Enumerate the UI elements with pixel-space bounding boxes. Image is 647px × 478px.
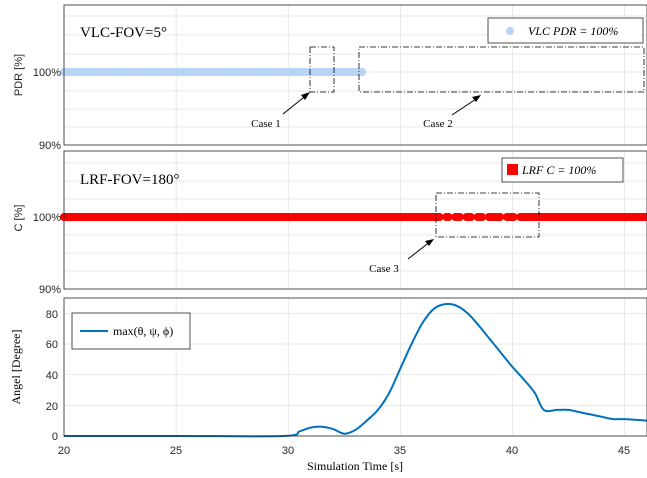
case-2-arrowhead: [472, 95, 481, 102]
legend-label-lrf: LRF C = 100%: [521, 163, 596, 177]
lrf-marks: [60, 213, 647, 221]
case-3-arrowhead: [425, 239, 434, 246]
vlc-marks: [60, 68, 367, 76]
annotation-lrf-fov: LRF-FOV=180°: [80, 172, 179, 188]
panel-lrf: C [%] 100% 90% LRF-FOV=180° LRF C = 100%…: [13, 150, 647, 296]
y-axis-label-bottom: Angel [Degree]: [9, 330, 23, 405]
x-axis-label: Simulation Time [s]: [307, 459, 403, 473]
axes-box-top: [63, 4, 647, 146]
legend-middle: [501, 157, 624, 183]
x-tick-label-35: 35: [394, 445, 406, 457]
annotation-vlc-fov: VLC-FOV=5°: [80, 25, 167, 41]
case-3-box: [435, 192, 540, 238]
lrf-point: [466, 213, 475, 221]
case-1-label: Case 1: [251, 118, 281, 130]
y-tick-label-top-90: 90%: [39, 140, 61, 152]
lrf-point: [478, 213, 487, 221]
legend-marker-vlc: [506, 27, 514, 35]
x-tick-label-25: 25: [170, 445, 182, 457]
case-1-arrowhead: [301, 92, 310, 100]
y-axis-label-top: PDR [%]: [13, 54, 25, 96]
lrf-point: [444, 213, 453, 221]
axes-box-bottom: [63, 297, 647, 437]
legend-label-angle: max(θ, ψ, ϕ): [113, 324, 173, 338]
legend-label-vlc: VLC PDR = 100%: [528, 24, 618, 38]
case-1-box: [309, 46, 335, 93]
axes-box-middle: [63, 150, 647, 290]
y-tick-label-0: 0: [52, 431, 58, 443]
y-tick-label-80: 80: [46, 309, 58, 321]
panel-vlc: PDR [%] 100% 90% VLC-FOV=5° VLC PDR = 10…: [13, 4, 647, 152]
y-tick-label-mid-100: 100%: [33, 212, 61, 224]
lrf-point: [643, 213, 647, 221]
angle-series-line: [64, 302, 647, 438]
y-axis-label-middle: C [%]: [13, 205, 25, 232]
x-tick-label-40: 40: [506, 445, 518, 457]
case-2-label: Case 2: [423, 118, 453, 130]
case-3-arrow: [407, 240, 432, 260]
y-tick-label-60: 60: [46, 339, 58, 351]
x-tick-label-45: 45: [618, 445, 630, 457]
y-tick-label-top-100: 100%: [33, 67, 61, 79]
legend-marker-lrf: [507, 164, 518, 175]
lrf-point: [509, 213, 518, 221]
panel-angle: Angel [Degree] Simulation Time [s] 0 20 …: [9, 297, 647, 473]
y-tick-label-40: 40: [46, 370, 58, 382]
x-tick-label-30: 30: [282, 445, 294, 457]
lrf-point: [455, 213, 464, 221]
y-tick-label-mid-90: 90%: [39, 284, 61, 296]
y-tick-label-20: 20: [46, 401, 58, 413]
lrf-point: [435, 213, 444, 221]
lrf-point: [496, 213, 505, 221]
x-tick-label-20: 20: [58, 445, 70, 457]
vlc-point: [358, 68, 367, 76]
case-3-label: Case 3: [369, 263, 399, 275]
